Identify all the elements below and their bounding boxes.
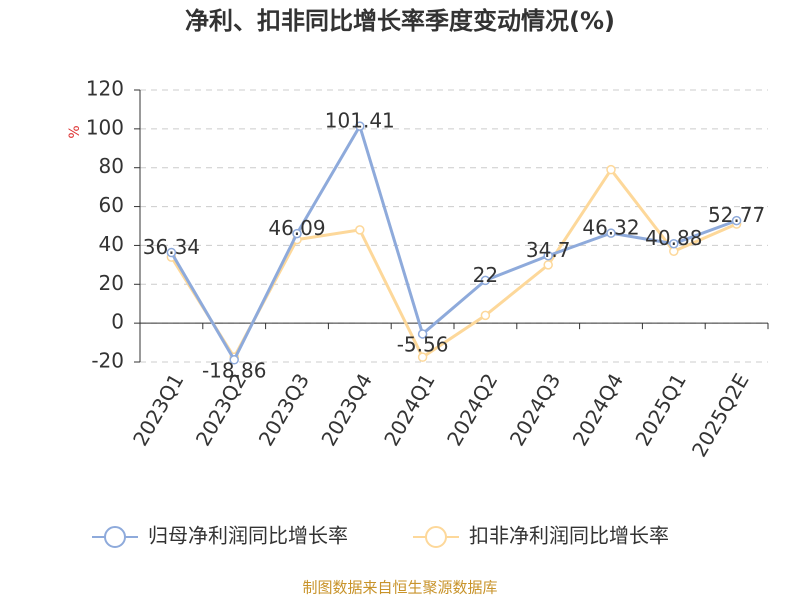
source-note: 制图数据来自恒生聚源数据库 [302, 579, 497, 597]
data-label: 40.88 [645, 226, 702, 250]
data-point [731, 215, 742, 226]
x-tick-label: 2024Q1 [379, 369, 439, 450]
data-label: 22 [473, 263, 498, 287]
data-point [606, 164, 616, 175]
x-tick-label: 2025Q1 [630, 369, 690, 450]
chart-title: 净利、扣非同比增长率季度变动情况(%) [185, 7, 615, 35]
data-point [229, 355, 239, 365]
data-label: -18.86 [202, 358, 266, 382]
data-label: 101.41 [325, 109, 395, 133]
x-tick-label: 2023Q4 [316, 369, 376, 450]
data-label: 36.34 [143, 235, 200, 259]
data-label: 34.7 [526, 238, 571, 262]
x-tick-label: 2023Q1 [128, 369, 188, 450]
legend-label: 扣非净利润同比增长率 [469, 524, 669, 548]
data-point [292, 228, 302, 239]
data-point [669, 238, 679, 249]
y-tick-label: 80 [99, 154, 124, 178]
data-point [480, 310, 491, 321]
data-label: 46.09 [268, 216, 325, 240]
data-label: 46.32 [582, 216, 639, 240]
legend-marker [425, 526, 447, 548]
data-point [606, 228, 616, 238]
data-point [417, 352, 428, 362]
data-label: 52.77 [708, 203, 765, 227]
x-tick-label: 2024Q2 [442, 369, 502, 450]
y-tick-label: 60 [99, 193, 124, 217]
data-point [355, 225, 365, 235]
data-point [480, 275, 491, 286]
y-tick-label: 100 [86, 115, 124, 139]
x-tick-label: 2024Q4 [568, 369, 628, 450]
y-tick-label: 40 [99, 232, 124, 256]
y-tick-label: 0 [111, 310, 124, 334]
data-point [543, 250, 553, 261]
data-point [166, 247, 177, 258]
series-line [170, 122, 738, 363]
y-axis-label: % [67, 125, 83, 138]
x-tick-label: 2025Q2E [687, 369, 754, 461]
x-tick-label: 2024Q3 [505, 369, 565, 450]
data-point [417, 329, 428, 339]
legend-label: 归母净利润同比增长率 [148, 524, 348, 548]
data-label: -5.56 [397, 332, 449, 356]
y-tick-label: 120 [86, 77, 124, 101]
data-point [543, 260, 553, 270]
legend-marker [104, 526, 126, 548]
y-tick-label: 20 [99, 271, 124, 295]
y-tick-label: -20 [91, 349, 124, 373]
data-point [355, 121, 365, 131]
